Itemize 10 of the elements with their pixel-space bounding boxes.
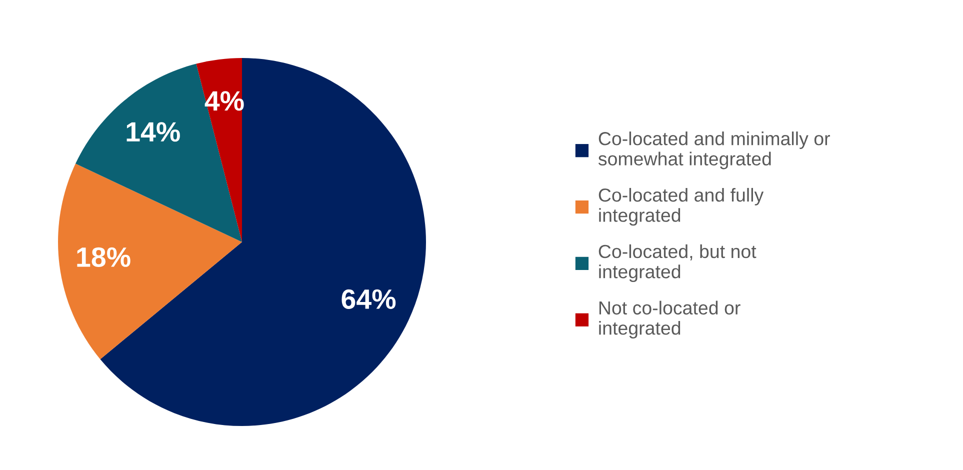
pie-slice <box>58 164 242 360</box>
legend-label: Co-located, but not integrated <box>598 244 756 282</box>
legend-label: Co-located and fully integrated <box>598 188 764 226</box>
pie-slice <box>76 64 242 242</box>
pie-slice <box>196 58 242 242</box>
data-label: 18% <box>77 247 130 267</box>
legend-label: Not co-located or integrated <box>599 300 740 338</box>
data-label: 14% <box>126 122 180 142</box>
data-label: 64% <box>342 289 396 309</box>
legend-label: Co-located and minimally or somewhat integrated <box>598 132 830 170</box>
